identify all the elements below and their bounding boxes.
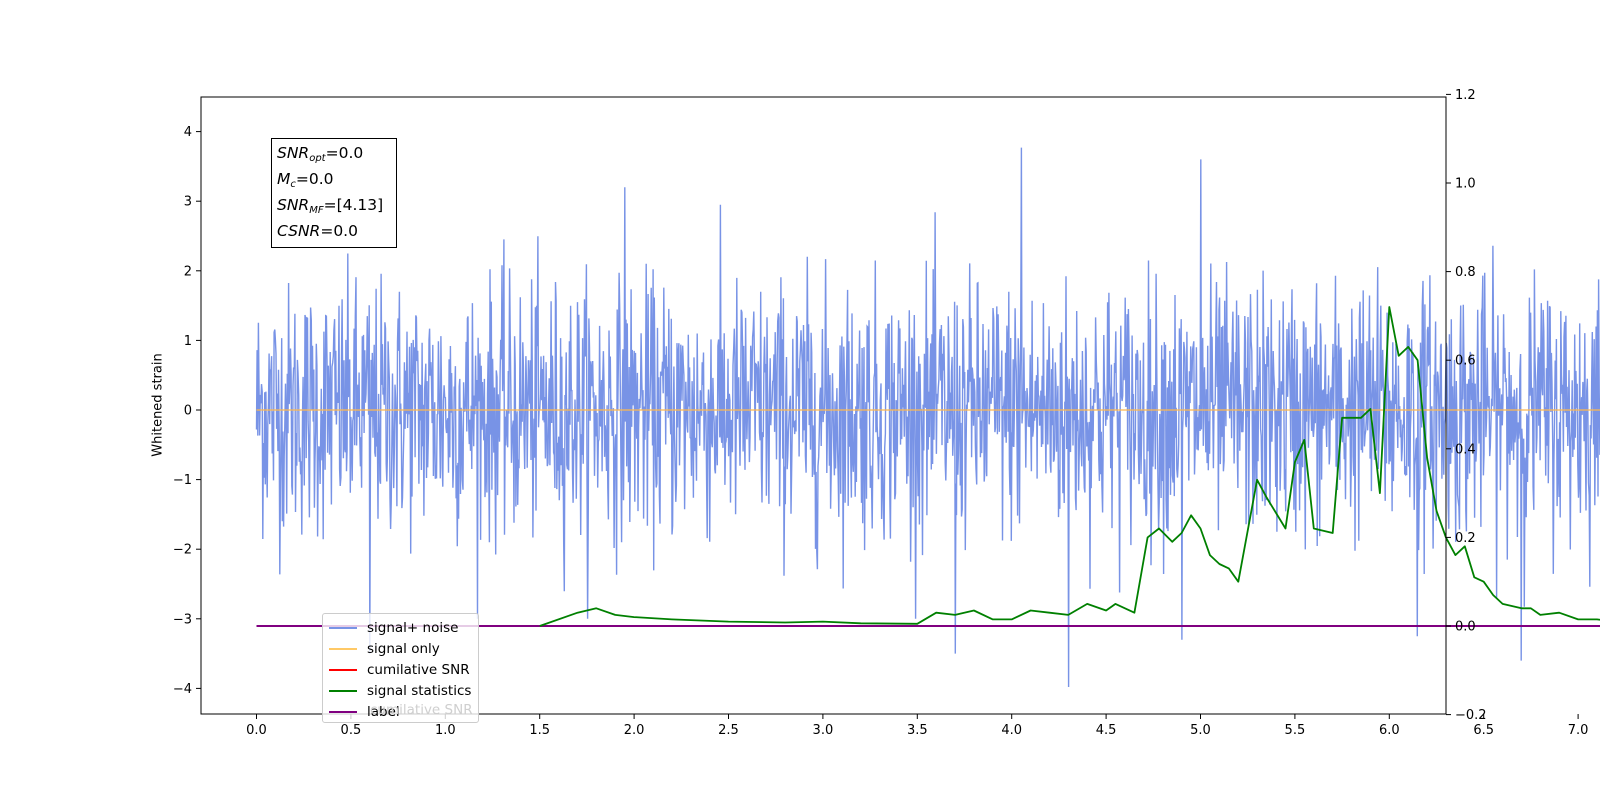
x-tick-label: 2.5: [718, 723, 739, 738]
y2-tick-label: −0.2: [1455, 708, 1487, 723]
y2-tick-label: 0.2: [1455, 531, 1476, 546]
legend-swatch: [329, 710, 357, 713]
x-tick-label: 6.5: [1473, 723, 1494, 738]
y-tick-label: 2: [184, 264, 192, 279]
snr-opt-row: SNRopt=0.0: [277, 143, 391, 169]
legend-swatch: [329, 668, 357, 671]
y-axis-title: Whitened strain: [151, 353, 166, 456]
x-tick-label: 1.5: [529, 723, 550, 738]
y2-tick-label: 1.0: [1455, 177, 1476, 192]
x-tick-label: 5.5: [1285, 723, 1306, 738]
x-tick-label: 1.0: [435, 723, 456, 738]
y-axis-left: 4 3 2 1 0 −1 −2 −3 −4: [173, 125, 201, 697]
legend: signal+ noise signal only cumilative SNR…: [322, 613, 479, 723]
signal-statistics-line: [539, 306, 1600, 627]
y-tick-label: 3: [184, 195, 192, 210]
x-tick-label: 6.0: [1379, 723, 1400, 738]
axes-frame: [200, 96, 1447, 715]
noise-trace: [255, 147, 1600, 688]
x-tick-label: 4.0: [1001, 723, 1022, 738]
legend-swatch: [329, 689, 357, 692]
stats-infobox: SNRopt=0.0 Mc=0.0 SNRMF=[4.13] CSNR=0.0: [271, 138, 397, 248]
snr-mf-symbol: SNR: [277, 196, 310, 214]
csnr-value: =0.0: [320, 222, 358, 240]
legend-label: signal statistics: [367, 682, 472, 699]
x-tick-label: 4.5: [1096, 723, 1117, 738]
y-tick-label: −4: [173, 682, 192, 697]
y2-tick-label: 0.6: [1455, 354, 1476, 369]
snr-opt-value: =0.0: [325, 144, 364, 162]
legend-label: signal only: [367, 640, 440, 657]
snr-opt-symbol: SNR: [277, 144, 310, 162]
legend-item-label: label: [329, 701, 472, 722]
mc-symbol: M: [277, 170, 291, 188]
csnr-symbol: CSNR: [277, 222, 321, 240]
y2-tick-label: 0.0: [1455, 620, 1476, 635]
x-tick-label: 0.5: [341, 723, 362, 738]
snr-mf-value: =[4.13]: [323, 196, 384, 214]
legend-label: cumilative SNR: [367, 661, 470, 678]
y2-tick-label: 0.8: [1455, 265, 1476, 280]
legend-label: signal+ noise: [367, 619, 459, 636]
legend-label: label: [367, 703, 400, 720]
legend-swatch: [329, 647, 357, 650]
y-tick-label: 4: [184, 125, 192, 140]
legend-item-signal-plus-noise: signal+ noise: [329, 617, 472, 638]
snr-opt-subscript: opt: [309, 153, 326, 164]
legend-swatch: [329, 626, 357, 629]
y2-tick-label: 0.4: [1455, 442, 1476, 457]
snr-mf-subscript: MF: [309, 205, 324, 216]
x-tick-label: 3.0: [813, 723, 834, 738]
x-tick-label: 3.5: [907, 723, 928, 738]
y2-tick-label: 1.2: [1455, 88, 1476, 103]
legend-item-signal-only: signal only: [329, 638, 472, 659]
x-tick-label: 5.0: [1190, 723, 1211, 738]
csnr-row: CSNR=0.0: [277, 221, 391, 242]
y-tick-label: −2: [173, 543, 192, 558]
y-tick-label: 1: [184, 334, 192, 349]
x-axis: 0.0 0.5 1.0 1.5 2.0 2.5 3.0 3.5 4.0 4.5 5.0 5.5 6.0 6…: [246, 714, 1589, 738]
y-axis-right: 1.2 1.0 0.8 0.6 0.4 0.2 0.0 −0.2: [1446, 88, 1487, 723]
y-tick-label: −3: [173, 612, 192, 627]
legend-item-cumulative-snr: cumilative SNR: [329, 659, 472, 680]
legend-ghost-text: cumilative SNR: [370, 702, 473, 718]
x-tick-label: 2.0: [624, 723, 645, 738]
x-tick-label: 7.0: [1568, 723, 1589, 738]
series-signal-statistics: [539, 306, 1600, 627]
legend-item-signal-statistics: signal statistics: [329, 680, 472, 701]
mc-row: Mc=0.0: [277, 169, 391, 195]
mc-value: =0.0: [295, 170, 334, 188]
snr-mf-row: SNRMF=[4.13]: [277, 195, 391, 221]
x-tick-label: 0.0: [246, 723, 267, 738]
mc-subscript: c: [290, 179, 296, 190]
series-signal-plus-noise: [255, 147, 1600, 688]
y-tick-label: 0: [184, 404, 192, 419]
y-tick-label: −1: [173, 473, 192, 488]
